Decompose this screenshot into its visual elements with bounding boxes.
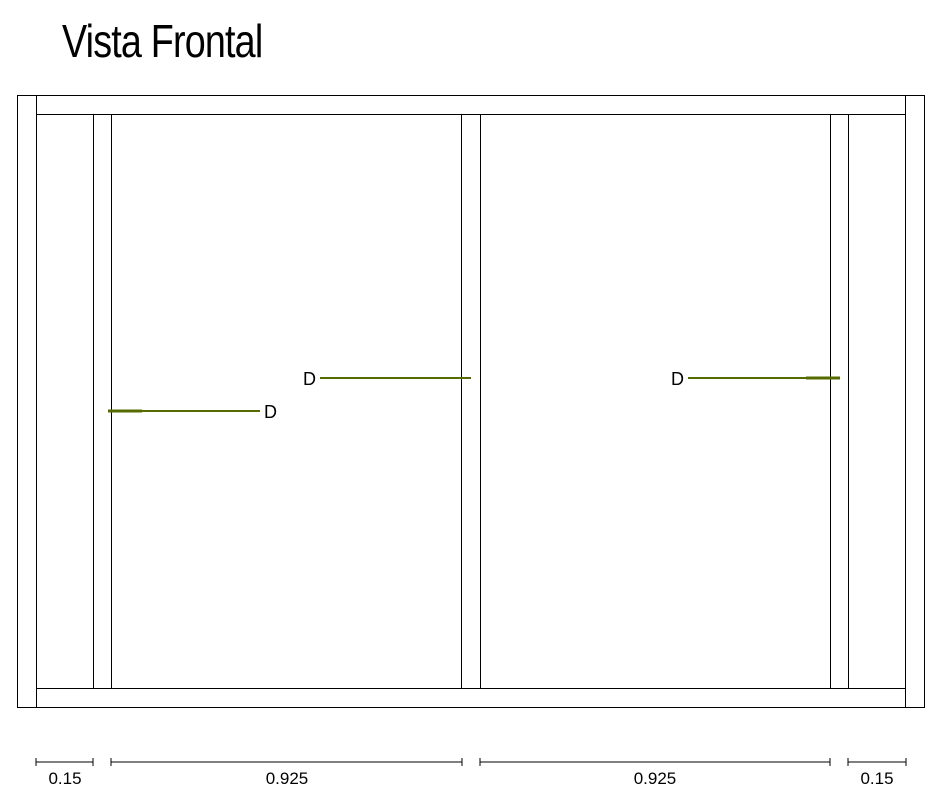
dimension-label-2: 0.925 — [266, 769, 309, 788]
dimension-label-3: 0.925 — [634, 769, 677, 788]
left-stile — [93, 114, 112, 689]
door-tag-left: D — [264, 402, 277, 422]
door-tag-center: D — [303, 369, 316, 389]
drawing-title: Vista Frontal — [62, 15, 263, 67]
center-stile — [461, 114, 481, 689]
dimension-label-4: 0.15 — [860, 769, 893, 788]
right-stile — [830, 114, 849, 689]
inner-opening — [36, 114, 906, 689]
cabinet-frame — [17, 95, 925, 708]
dimension-lines — [35, 758, 907, 766]
door-tag-right: D — [671, 369, 684, 389]
vertical-dividers — [93, 114, 849, 689]
dimension-label-1: 0.15 — [48, 769, 81, 788]
outer-frame — [17, 95, 925, 708]
door-handles — [108, 376, 840, 413]
